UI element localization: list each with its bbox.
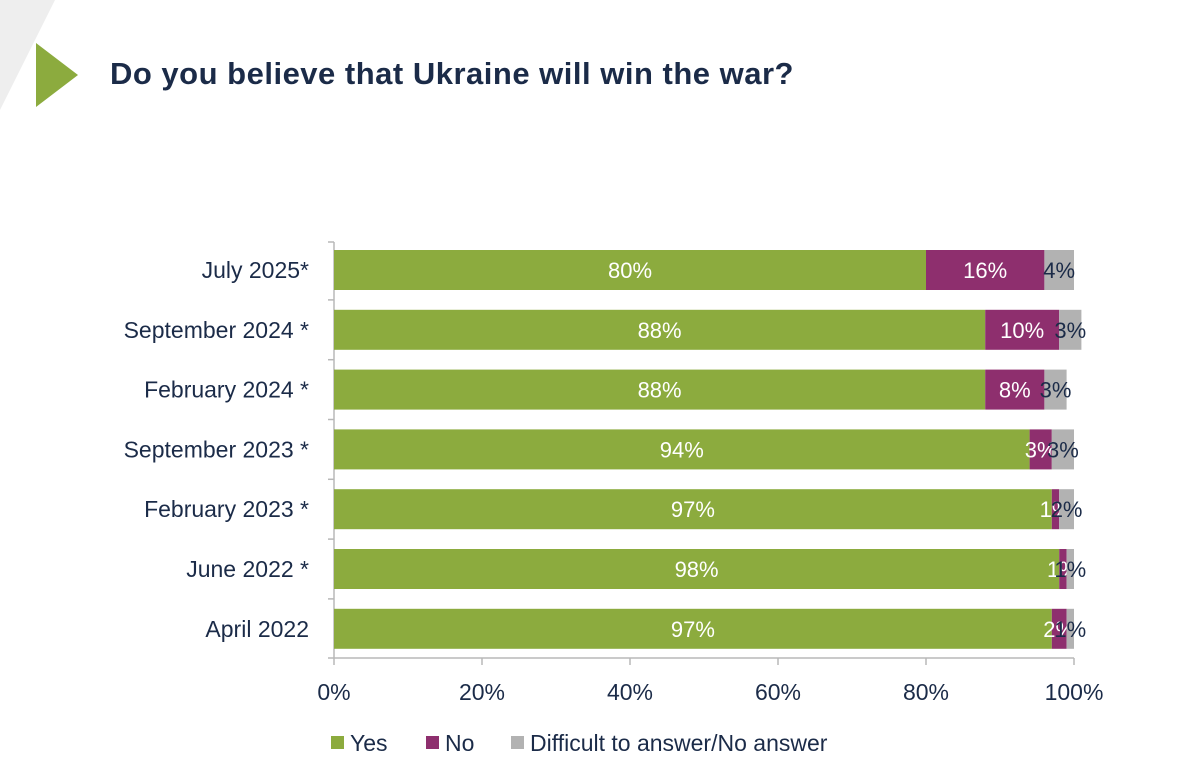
- legend-label-yes: Yes: [350, 730, 388, 756]
- bar-segment-yes: [334, 369, 986, 410]
- data-label-dk: 1%: [1054, 557, 1086, 582]
- category-label: February 2023 *: [144, 496, 309, 522]
- category-label: September 2023 *: [124, 436, 309, 462]
- corner-decoration: [0, 0, 78, 110]
- data-label-yes: 88%: [638, 378, 682, 403]
- bar-segment-no: [1029, 429, 1052, 470]
- data-label-no: 16%: [963, 258, 1007, 283]
- bar-segment-dk: [1066, 608, 1074, 649]
- bar-segment-yes: [334, 429, 1030, 470]
- data-label-yes: 88%: [638, 318, 682, 343]
- bar-segment-yes: [334, 489, 1052, 530]
- data-label-dk: 3%: [1040, 378, 1072, 403]
- data-label-yes: 98%: [675, 557, 719, 582]
- data-label-no: 10%: [1000, 318, 1044, 343]
- data-label-dk: 4%: [1043, 258, 1075, 283]
- bar-segment-dk: [1066, 549, 1074, 589]
- x-tick-label: 100%: [1045, 679, 1104, 705]
- legend-swatch-yes: [331, 736, 344, 749]
- corner-shade-shape: [0, 0, 55, 110]
- bar-segment-yes: [334, 309, 986, 350]
- legend-label-dk: Difficult to answer/No answer: [530, 730, 828, 756]
- data-label-yes: 97%: [671, 617, 715, 642]
- category-label: June 2022 *: [186, 556, 309, 582]
- data-label-no: 8%: [999, 378, 1031, 403]
- bar-segment-no: [985, 369, 1045, 410]
- data-label-no: 3%: [1025, 437, 1057, 462]
- x-tick-label: 0%: [317, 679, 350, 705]
- legend-label-no: No: [445, 730, 474, 756]
- data-label-yes: 80%: [608, 258, 652, 283]
- bar-segment-no: [1051, 608, 1067, 649]
- x-tick-label: 60%: [755, 679, 801, 705]
- category-label: July 2025*: [202, 257, 309, 283]
- legend-swatch-no: [426, 736, 439, 749]
- title-marker-triangle-icon: [36, 43, 78, 107]
- data-label-dk: 3%: [1054, 318, 1086, 343]
- bar-segment-dk: [1044, 250, 1074, 290]
- category-label: September 2024 *: [124, 317, 309, 343]
- bar-segment-yes: [334, 549, 1060, 589]
- bar-segment-yes: [334, 608, 1052, 649]
- page-title: Do you believe that Ukraine will win the…: [110, 56, 794, 91]
- bar-segment-dk: [1059, 489, 1074, 530]
- bar-segment-dk: [1044, 369, 1067, 410]
- data-label-dk: 1%: [1054, 617, 1086, 642]
- data-label-yes: 94%: [660, 437, 704, 462]
- bar-segment-no: [926, 250, 1045, 290]
- data-label-dk: 3%: [1047, 437, 1079, 462]
- legend-swatch-dk: [511, 736, 524, 749]
- bar-segment-no: [1051, 489, 1060, 530]
- category-label: April 2022: [205, 616, 309, 642]
- bar-segment-no: [1059, 549, 1067, 589]
- bar-segment-dk: [1059, 309, 1082, 350]
- bar-segment-yes: [334, 250, 926, 290]
- data-label-dk: 2%: [1051, 497, 1083, 522]
- bar-segment-dk: [1051, 429, 1074, 470]
- category-label: February 2024 *: [144, 377, 309, 403]
- x-tick-label: 40%: [607, 679, 653, 705]
- x-tick-label: 80%: [903, 679, 949, 705]
- x-tick-label: 20%: [459, 679, 505, 705]
- data-label-yes: 97%: [671, 497, 715, 522]
- bar-segment-no: [985, 309, 1060, 350]
